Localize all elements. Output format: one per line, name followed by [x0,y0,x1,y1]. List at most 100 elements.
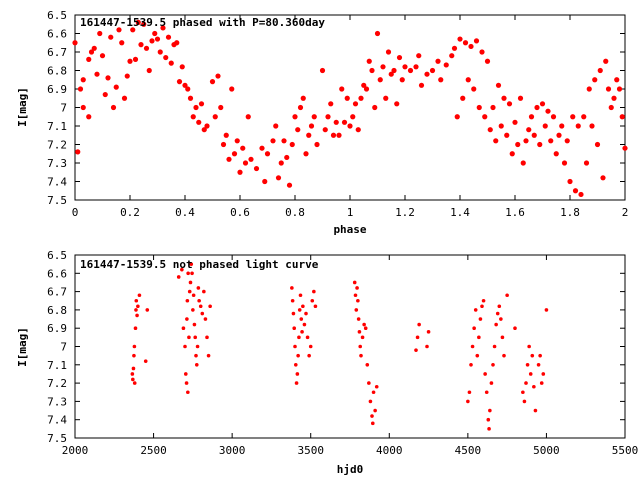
unphased-data-point [131,378,135,382]
unphased-data-point [309,345,313,349]
unphased-data-point [144,359,148,363]
phased-data-point [543,123,548,128]
phased-x-tick-label: 1.4 [450,206,470,219]
phased-data-point [570,114,575,119]
unphased-data-point [475,354,479,358]
phased-data-point [455,114,460,119]
unphased-data-point [191,308,195,312]
phased-data-point [218,105,223,110]
phased-data-point [598,68,603,73]
phased-data-point [581,114,586,119]
phased-data-point [356,127,361,132]
unphased-panel-title: 161447-1539.5 not phased light curve [80,258,319,271]
unphased-data-point [513,326,517,330]
unphased-data-point [356,299,360,303]
phased-data-point [331,133,336,138]
phased-data-point [235,138,240,143]
phased-data-point [306,133,311,138]
phased-data-point [457,36,462,41]
unphased-data-point [477,336,481,340]
phased-data-point [367,59,372,64]
unphased-data-point [314,304,318,308]
unphased-data-point [307,354,311,358]
phased-data-point [603,59,608,64]
phased-data-point [254,166,259,171]
phased-data-point [240,146,245,151]
phased-data-point [125,73,130,78]
unphased-data-point [540,381,544,385]
unphased-data-point [194,354,198,358]
phased-y-tick-label: 7.5 [47,194,67,207]
phased-data-point [325,114,330,119]
unphased-x-tick-label: 5000 [533,444,560,457]
phased-data-point [312,114,317,119]
phased-data-point [342,120,347,125]
phased-data-point [380,64,385,69]
unphased-x-tick-label: 2500 [140,444,167,457]
unphased-data-point [483,372,487,376]
phased-data-point [413,64,418,69]
unphased-data-point [296,372,300,376]
phased-data-point [185,86,190,91]
unphased-y-tick-label: 7.3 [47,395,67,408]
phased-data-point [336,133,341,138]
phased-data-point [133,57,138,62]
phased-data-point [163,55,168,60]
unphased-data-point [292,312,296,316]
phased-data-point [273,123,278,128]
unphased-data-point [299,293,303,297]
unphased-data-point [185,317,189,321]
phased-data-point [501,96,506,101]
phased-data-point [576,123,581,128]
unphased-x-tick-label: 3000 [219,444,246,457]
unphased-data-point [469,363,473,367]
unphased-data-point [304,312,308,316]
unphased-data-point [298,308,302,312]
phased-data-point [512,120,517,125]
unphased-data-point [300,330,304,334]
unphased-data-point [353,281,357,285]
phased-data-point [567,179,572,184]
phased-y-tick-label: 6.9 [47,83,67,96]
unphased-data-point [367,381,371,385]
phased-data-point [378,77,383,82]
phased-data-point [468,44,473,49]
phased-data-point [119,40,124,45]
unphased-data-point [208,304,212,308]
phased-data-point [565,138,570,143]
unphased-data-point [135,314,139,318]
unphased-data-point [188,290,192,294]
phased-data-point [147,68,152,73]
unphased-data-point [468,390,472,394]
phased-data-point [339,86,344,91]
phased-data-point [372,105,377,110]
phased-data-point [587,86,592,91]
phased-data-point [86,114,91,119]
phased-data-point [199,101,204,106]
unphased-x-tick-label: 5500 [612,444,639,457]
phased-data-point [279,160,284,165]
phased-data-point [103,92,108,97]
unphased-data-point [532,385,536,389]
unphased-data-point [205,336,209,340]
unphased-data-point [192,293,196,297]
phased-data-point [345,96,350,101]
unphased-data-point [365,363,369,367]
phased-data-point [281,138,286,143]
unphased-data-point [466,400,470,404]
unphased-data-point [136,304,140,308]
phased-data-point [314,142,319,147]
unphased-data-point [186,299,190,303]
phased-data-point [554,151,559,156]
phased-data-point [620,114,625,119]
phased-data-point [600,175,605,180]
phased-y-tick-label: 7 [60,102,67,115]
unphased-data-point [190,272,194,276]
phased-data-point [556,133,561,138]
phased-data-point [94,72,99,77]
unphased-data-point [186,390,190,394]
phased-data-point [391,68,396,73]
phased-data-point [347,123,352,128]
phased-data-point [430,68,435,73]
unphased-data-point [494,323,498,327]
